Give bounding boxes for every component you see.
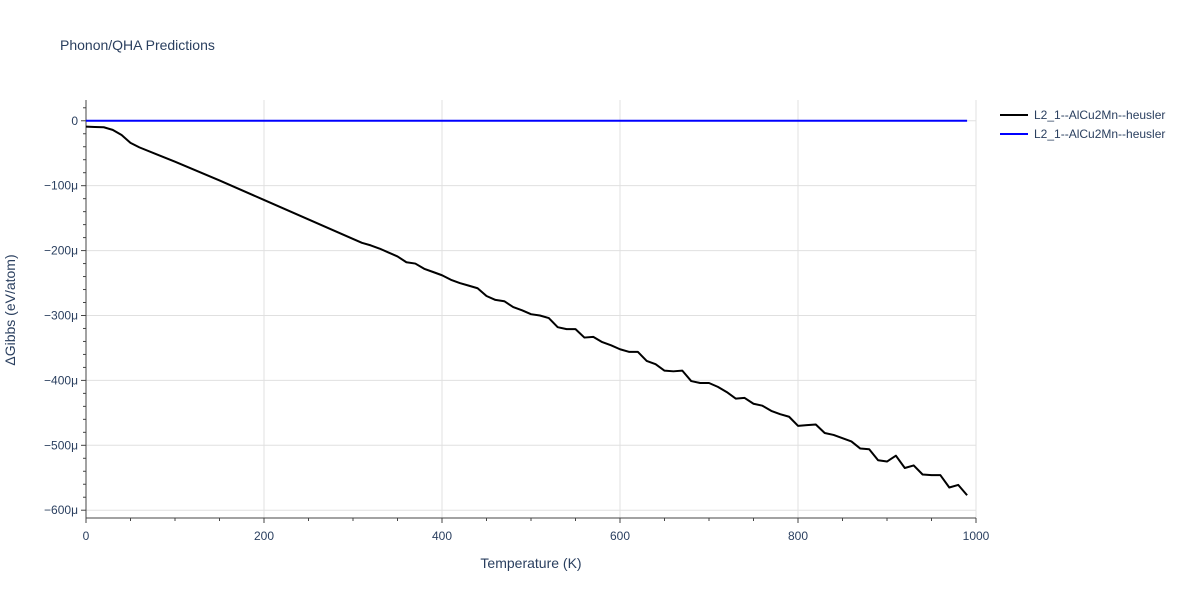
legend-label-0: L2_1--AlCu2Mn--heusler: [1034, 108, 1165, 122]
legend-label-1: L2_1--AlCu2Mn--heusler: [1034, 127, 1165, 141]
grid-lines: [86, 100, 977, 518]
y-tick-label-0: 0: [71, 114, 78, 128]
y-tick-label-2: −200μ: [44, 244, 78, 258]
y-tick-label-4: −400μ: [44, 373, 78, 387]
chart-title: Phonon/QHA Predictions: [60, 37, 215, 53]
x-tick-label-4: 800: [788, 529, 808, 543]
y-tick-label-6: −600μ: [44, 503, 78, 517]
x-tick-label-5: 1000: [963, 529, 990, 543]
x-tick-label-0: 0: [83, 529, 90, 543]
x-tick-label-2: 400: [432, 529, 452, 543]
legend[interactable]: L2_1--AlCu2Mn--heusler L2_1--AlCu2Mn--heu…: [1000, 108, 1165, 141]
y-axis-title: ΔGibbs (eV/atom): [2, 254, 18, 365]
axes: 0 200 400 600 800 1000 0 −100μ −200μ −300μ −400μ −5…: [44, 100, 990, 543]
legend-item-1[interactable]: L2_1--AlCu2Mn--heusler: [1000, 127, 1165, 141]
x-tick-label-3: 600: [610, 529, 630, 543]
x-axis-title: Temperature (K): [480, 555, 581, 571]
y-tick-label-1: −100μ: [44, 179, 78, 193]
series-lines: [85, 119, 968, 496]
x-tick-label-1: 200: [254, 529, 274, 543]
y-tick-label-3: −300μ: [44, 308, 78, 322]
legend-item-0[interactable]: L2_1--AlCu2Mn--heusler: [1000, 108, 1165, 122]
y-tick-label-5: −500μ: [44, 438, 78, 452]
series-line-0: [85, 125, 968, 496]
